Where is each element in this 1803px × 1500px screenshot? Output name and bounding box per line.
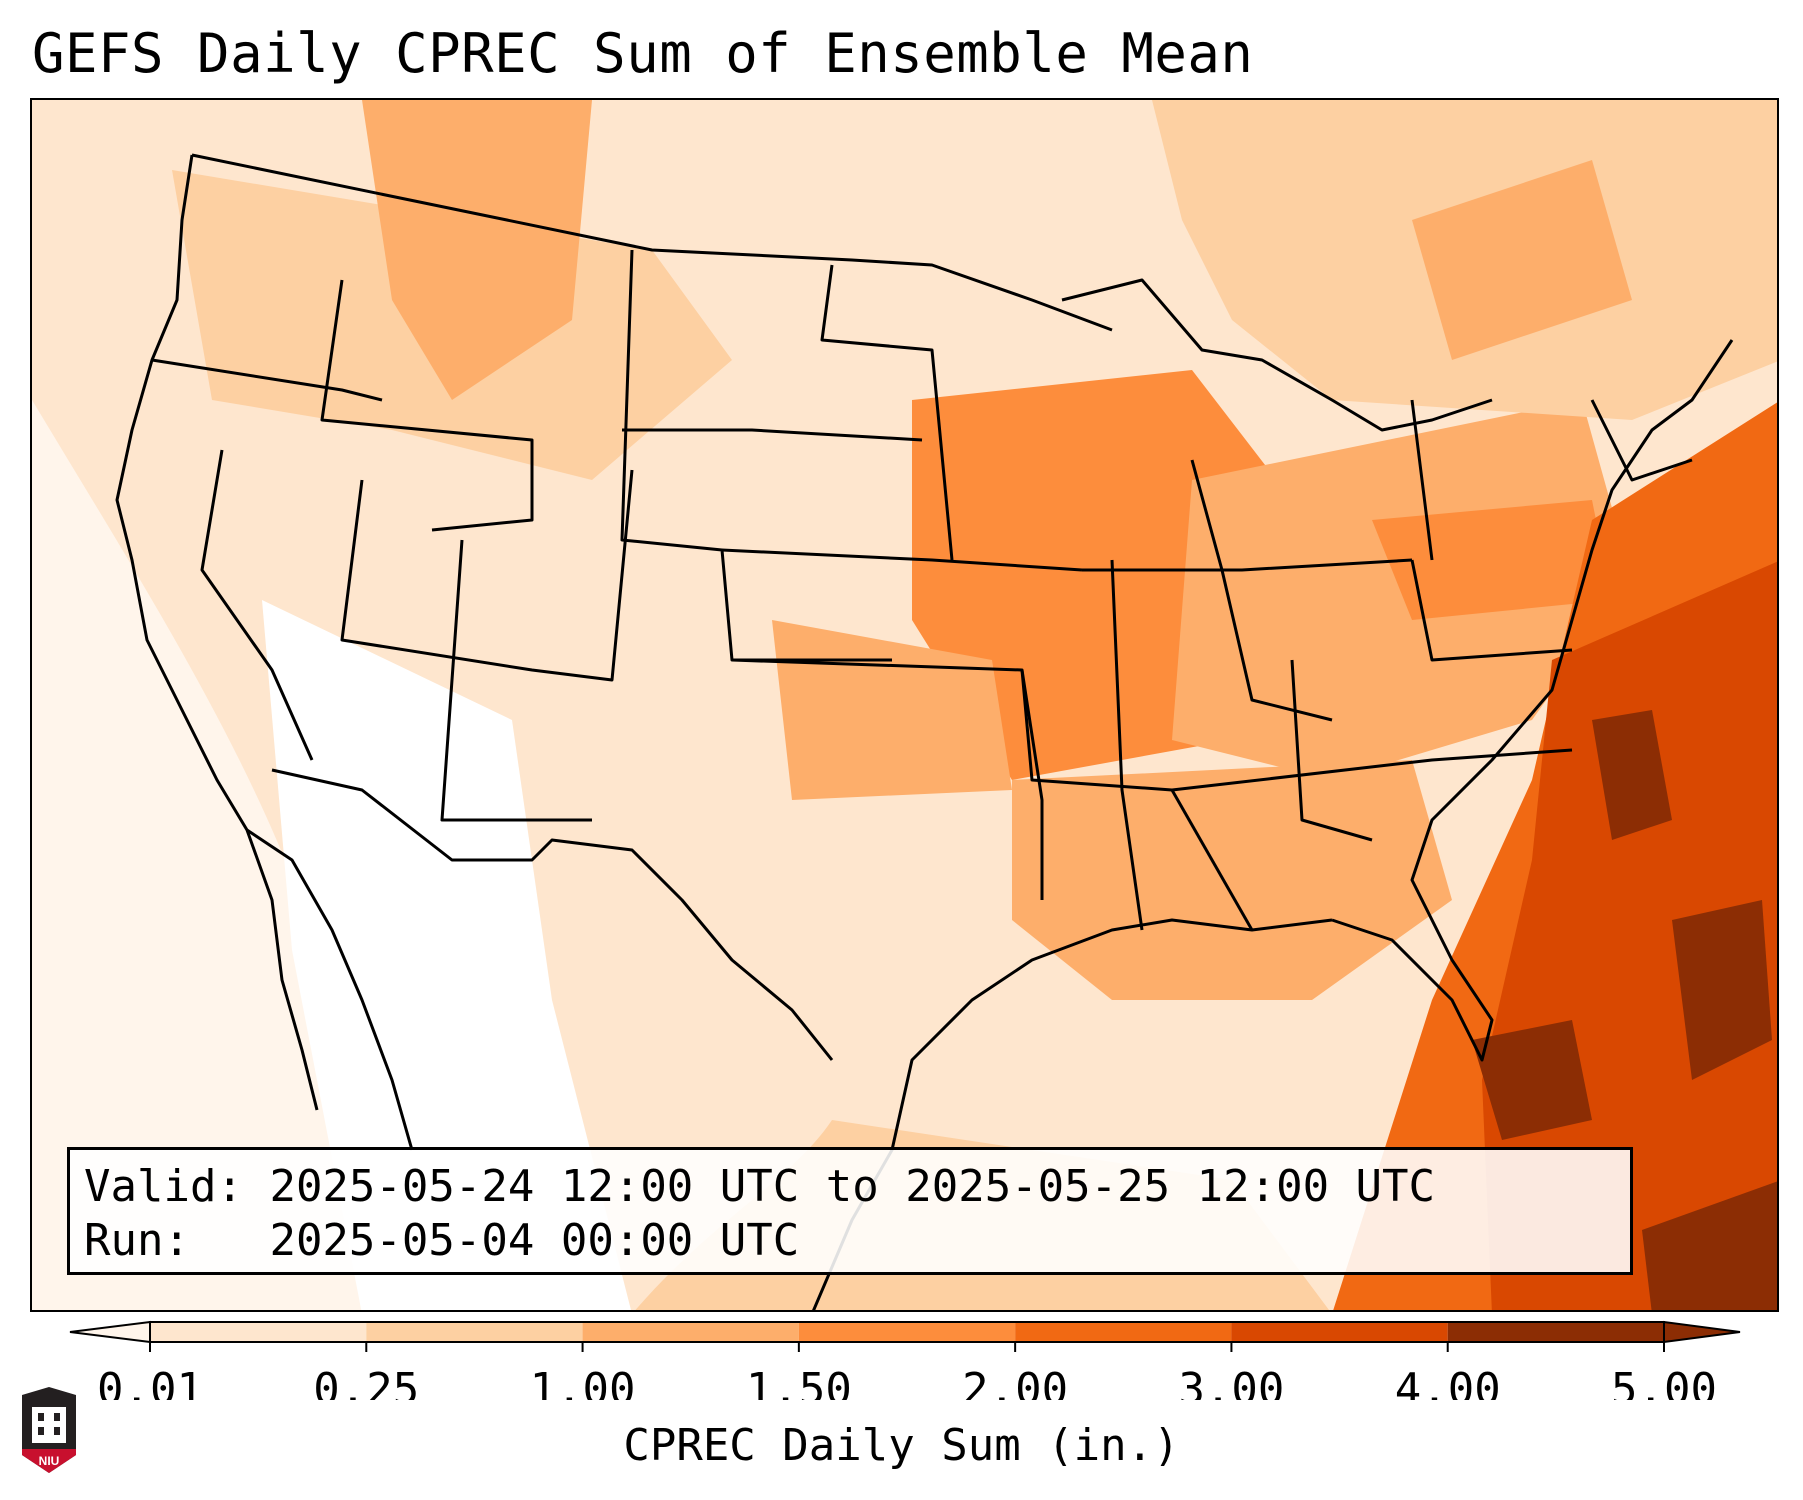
state-line-5 — [440, 539, 592, 822]
colorbar-segment — [150, 1322, 367, 1342]
colorbar-tick-label: 3.00 — [1178, 1364, 1284, 1400]
state-line-11 — [1020, 669, 1044, 900]
valid-run-info-box: Valid: 2025-05-24 12:00 UTC to 2025-05-2… — [67, 1147, 1633, 1275]
colorbar-border — [149, 1321, 1665, 1343]
colorbar-tick-label: 4.00 — [1395, 1364, 1501, 1400]
state-line-10 — [721, 548, 1083, 572]
niu-logo: NIU — [22, 1387, 76, 1473]
state-line-20 — [1590, 399, 1693, 482]
colorbar-segment — [582, 1322, 799, 1342]
run-value: 2025-05-04 00:00 UTC — [269, 1215, 800, 1266]
run-label: Run: — [84, 1215, 190, 1266]
state-line-17 — [1410, 559, 1573, 662]
state-line-13 — [1170, 789, 1254, 931]
colorbar-segment — [1015, 1322, 1232, 1342]
state-line-14 — [1171, 748, 1573, 792]
state-line-18 — [1290, 659, 1373, 842]
colorbar-tick-label: 0.25 — [313, 1364, 419, 1400]
state-line-3 — [200, 449, 314, 761]
colorbar-tick-label: 5.00 — [1611, 1364, 1717, 1400]
colorbar-extend-max — [1663, 1320, 1741, 1344]
state-line-15 — [1082, 558, 1413, 572]
colorbar-tick-label: 0.01 — [97, 1364, 203, 1400]
great-lakes — [1061, 278, 1493, 432]
colorbar-tick-label: 2.00 — [962, 1364, 1068, 1400]
map-canvas — [32, 100, 1777, 1310]
colorbar-tick-label: 1.50 — [746, 1364, 852, 1400]
colorbar-ticks: 0.01 0.25 1.00 1.50 2.00 3.00 4.00 5.00 — [97, 1342, 1717, 1400]
colorbar-label: CPREC Daily Sum (in.) — [623, 1420, 1180, 1471]
valid-value: 2025-05-24 12:00 UTC to 2025-05-25 12:00… — [269, 1161, 1436, 1212]
baja-outline — [246, 828, 414, 1151]
state-line-8 — [820, 264, 954, 561]
state-line-9 — [731, 658, 1173, 792]
state-line-19 — [1410, 399, 1434, 561]
colorbar-segments — [69, 1320, 1741, 1344]
colorbar-tick-label: 1.00 — [530, 1364, 636, 1400]
colorbar-segment — [1231, 1322, 1448, 1342]
mexico-us-border — [271, 768, 834, 1061]
precipitation-map — [30, 98, 1779, 1312]
state-line-2 — [151, 358, 383, 402]
colorbar-segment — [366, 1322, 583, 1342]
colorbar-extend-min — [69, 1320, 151, 1344]
colorbar-segment — [1447, 1322, 1664, 1342]
precip-field — [32, 100, 1777, 1310]
pacific-coastline — [115, 154, 319, 1111]
state-line-4 — [340, 469, 634, 682]
state-line-12 — [1110, 559, 1144, 931]
map-outlines — [115, 153, 1734, 1310]
map-title: GEFS Daily CPREC Sum of Ensemble Mean — [32, 22, 1254, 85]
valid-label: Valid: — [84, 1161, 243, 1212]
canada-us-border — [191, 153, 1113, 332]
colorbar: 0.01 0.25 1.00 1.50 2.00 3.00 4.00 5.00 — [69, 1320, 1741, 1400]
atlantic-coastline — [1331, 339, 1734, 1062]
state-line-7 — [622, 428, 923, 442]
state-line-1 — [320, 279, 534, 532]
state-line-16 — [1190, 459, 1333, 722]
colorbar-segment — [798, 1322, 1016, 1342]
svg-text:NIU: NIU — [39, 1454, 60, 1468]
